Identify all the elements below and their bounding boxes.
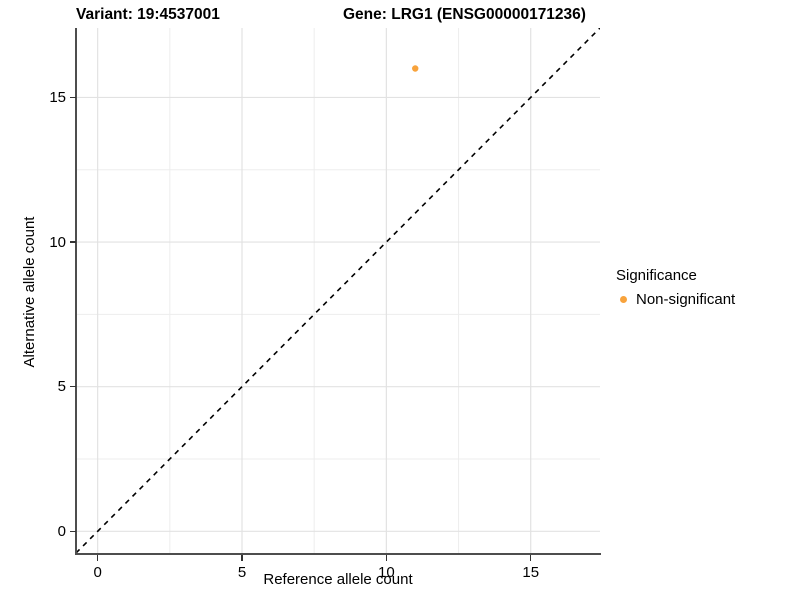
y-axis-line [75,28,77,555]
x-tick-label: 0 [93,564,102,581]
y-tick-mark [70,530,76,533]
x-tick-label: 10 [378,564,395,581]
y-tick-label: 10 [49,233,66,251]
legend-title: Significance [616,267,697,284]
y-tick-mark [70,385,76,388]
y-tick-label: 0 [57,522,66,540]
legend-item-label: Non-significant [636,291,736,308]
x-tick-mark [529,555,532,561]
y-tick-label: 15 [49,88,66,106]
x-axis-title: Reference allele count [263,571,413,588]
x-tick-mark [241,555,243,561]
legend-item[interactable]: Non-significant [616,291,796,308]
gridlines [76,28,600,553]
reference-line-diagonal [76,28,600,553]
data-points [412,65,419,72]
legend: Significance Non-significant [616,268,796,308]
y-tick-mark [70,241,76,243]
y-tick-mark [70,96,76,99]
legend-items: Non-significant [616,291,796,308]
y-tick-label: 5 [57,378,66,396]
x-tick-mark [96,555,99,561]
plot-canvas [76,28,600,553]
gene-title: Gene: LRG1 (ENSG00000171236) [343,6,586,23]
plot-panel [76,28,600,553]
x-tick-mark [385,555,388,561]
x-tick-label: 5 [237,564,247,581]
x-tick-label: 15 [522,564,540,581]
y-axis-title: Alternative allele count [21,216,38,368]
variant-title: Variant: 19:4537001 [76,6,220,23]
legend-marker-icon [616,291,633,308]
x-axis-line [75,553,601,555]
